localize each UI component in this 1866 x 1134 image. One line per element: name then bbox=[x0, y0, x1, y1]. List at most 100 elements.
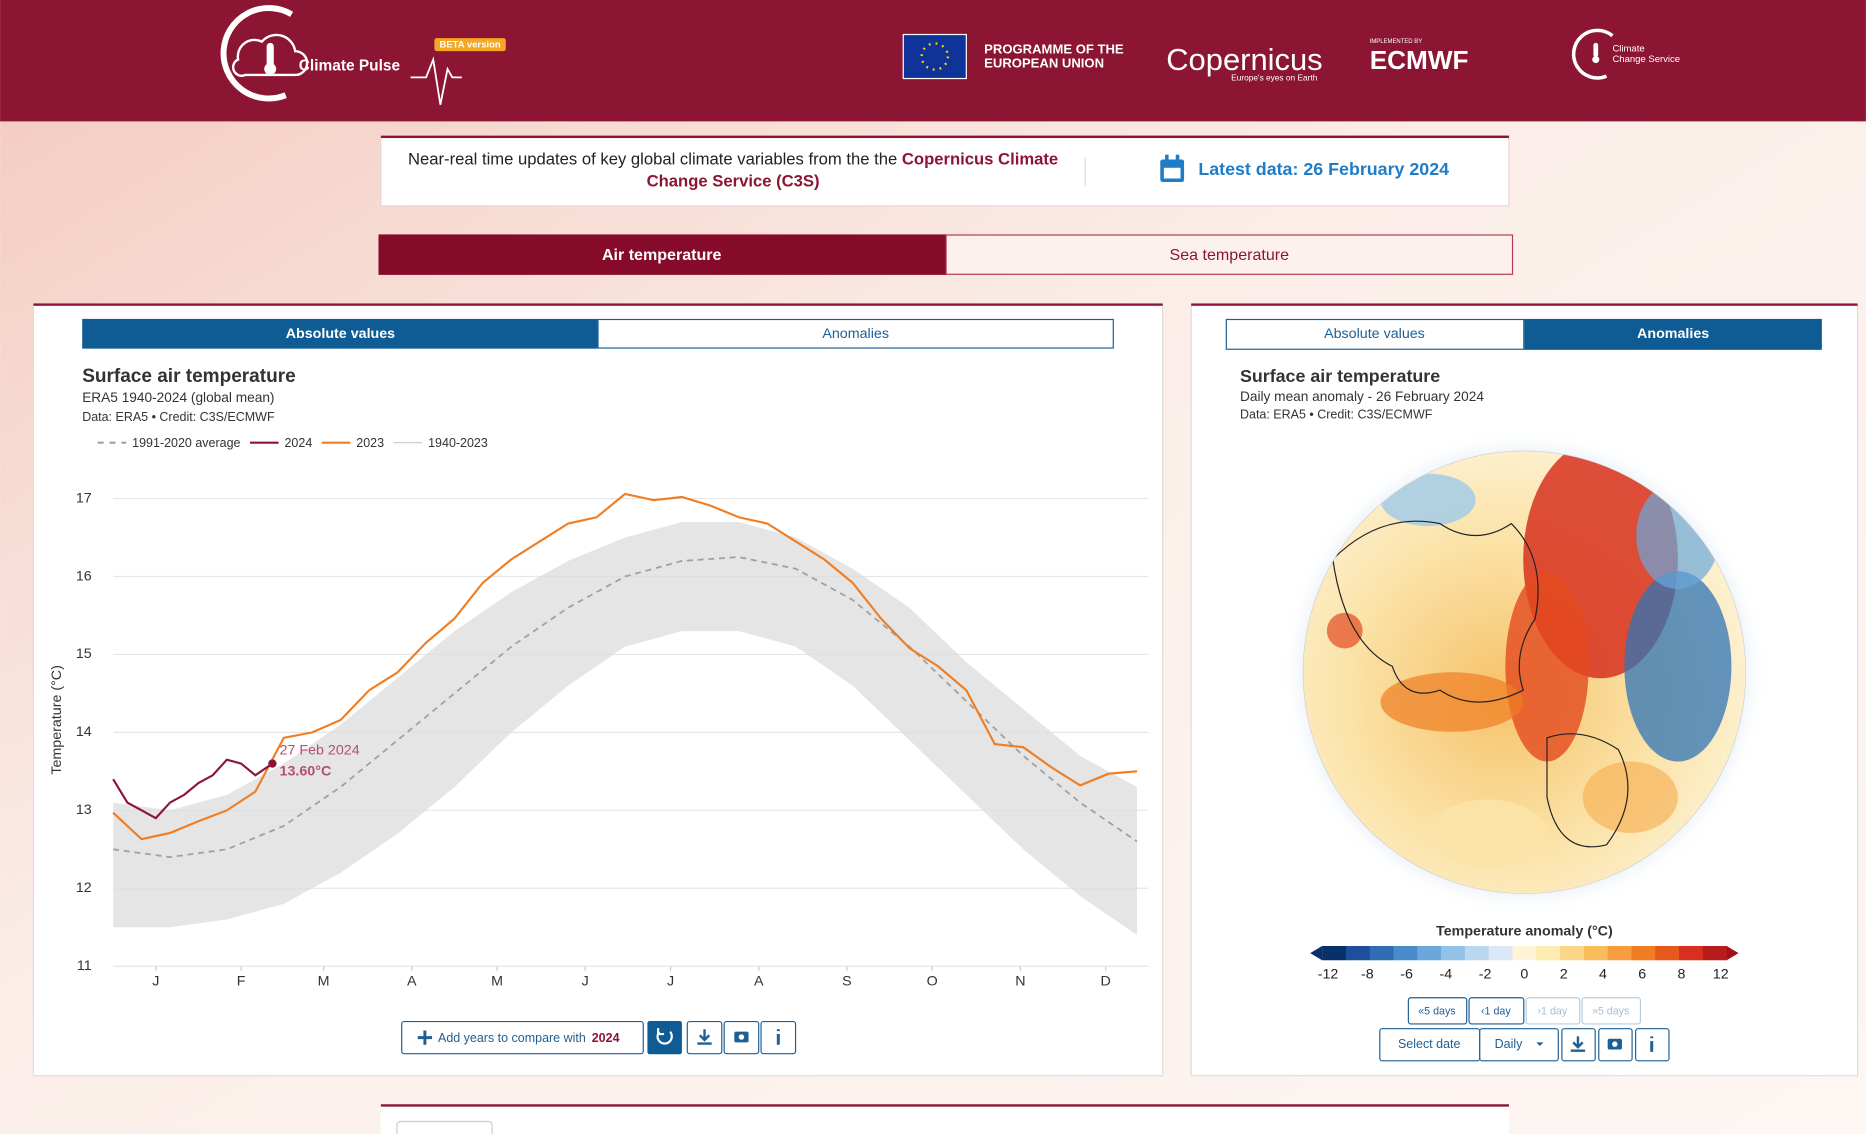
colorbar-bin bbox=[1393, 945, 1418, 961]
ecmwf-logo: IMPLEMENTED BY ECMWF bbox=[1370, 39, 1469, 75]
bottom-box bbox=[396, 1120, 493, 1134]
colorbar-bin bbox=[1369, 945, 1394, 961]
tab-active[interactable] bbox=[378, 234, 947, 275]
intro-border bbox=[380, 135, 1509, 139]
range-band bbox=[113, 521, 1138, 936]
copernicus-text: Copernicus bbox=[1166, 42, 1322, 77]
panel-border bbox=[1191, 303, 1858, 306]
c3s-text: Climate bbox=[1612, 43, 1644, 54]
nav-label[interactable]: ‹1 day bbox=[1481, 1005, 1511, 1017]
colorbar-tick-label: 4 bbox=[1599, 966, 1607, 982]
copernicus-logo: Copernicus Europe's eyes on Earth bbox=[1166, 42, 1322, 83]
legend-label: 1940-2023 bbox=[428, 436, 488, 450]
colorbar-bin bbox=[1607, 945, 1632, 961]
colorbar-bin bbox=[1322, 945, 1347, 961]
colorbar-tick-label: 12 bbox=[1713, 966, 1729, 982]
nav-button[interactable] bbox=[1581, 997, 1642, 1025]
x-tick-label: O bbox=[927, 973, 938, 989]
chart-title: Surface air temperature bbox=[82, 366, 296, 387]
x-tick-label: J bbox=[667, 973, 674, 989]
climate-pulse-logo: Climate Pulse BETA version bbox=[220, 5, 506, 105]
toggle-label[interactable]: Anomalies bbox=[1637, 326, 1709, 342]
colorbar-bin bbox=[1488, 945, 1513, 961]
colorbar-bin bbox=[1417, 945, 1442, 961]
y-tick-label: 16 bbox=[76, 568, 92, 584]
series-line bbox=[112, 758, 274, 820]
nav-button[interactable] bbox=[1407, 997, 1468, 1025]
colorbar-tick-label: 8 bbox=[1677, 966, 1685, 982]
implemented-by: IMPLEMENTED BY bbox=[1370, 39, 1422, 45]
frequency-dropdown[interactable] bbox=[1479, 1028, 1559, 1062]
c3s-text: Change Service bbox=[1612, 54, 1680, 65]
tab-label[interactable]: Air temperature bbox=[602, 246, 722, 264]
colorbar-bin bbox=[1631, 945, 1656, 961]
nav-label[interactable]: «5 days bbox=[1418, 1005, 1455, 1017]
annotation-date: 27 Feb 2024 bbox=[280, 742, 360, 758]
x-tick-label: S bbox=[842, 973, 852, 989]
colorbar-bin bbox=[1345, 945, 1371, 961]
colorbar-label: Temperature anomaly (°C) bbox=[1436, 923, 1613, 939]
toggle[interactable] bbox=[597, 318, 1114, 349]
toggle-label[interactable]: Anomalies bbox=[822, 326, 889, 342]
panel-border bbox=[380, 1104, 1509, 1107]
y-tick-label: 11 bbox=[77, 958, 92, 974]
colorbar-tick-label: 2 bbox=[1560, 966, 1568, 982]
map-credit: Data: ERA5 • Credit: C3S/ECMWF bbox=[1240, 408, 1433, 422]
colorbar-bin bbox=[1536, 945, 1561, 961]
colorbar-tick-label: -2 bbox=[1479, 966, 1492, 982]
logo-text: Climate Pulse bbox=[299, 58, 401, 75]
select-date-label[interactable]: Select date bbox=[1398, 1037, 1461, 1051]
nav-button[interactable] bbox=[1525, 997, 1581, 1025]
legend: 1991-2020 average 2024 2023 1940-2023 bbox=[97, 436, 488, 450]
toggle-active[interactable] bbox=[1524, 318, 1822, 350]
tab[interactable] bbox=[945, 234, 1514, 275]
nav-label[interactable]: »5 days bbox=[1592, 1005, 1629, 1017]
chart-credit: Data: ERA5 • Credit: C3S/ECMWF bbox=[82, 410, 275, 424]
annotation-value: 13.60°C bbox=[280, 764, 332, 780]
colorbar-bin bbox=[1655, 945, 1680, 961]
colorbar-tick-label: -12 bbox=[1318, 966, 1339, 982]
reset-icon bbox=[656, 1028, 673, 1045]
tab-label[interactable]: Sea temperature bbox=[1170, 246, 1290, 264]
bottom-panel bbox=[380, 1104, 1509, 1134]
nav-label[interactable]: ›1 day bbox=[1537, 1005, 1567, 1017]
add-years-label[interactable]: Add years to compare with bbox=[438, 1031, 586, 1045]
colorbar-tick-label: -6 bbox=[1400, 966, 1413, 982]
nav-button[interactable] bbox=[1468, 997, 1525, 1025]
series-line bbox=[112, 492, 1138, 841]
colorbar-bin bbox=[1560, 945, 1585, 961]
toggle-active[interactable] bbox=[82, 318, 598, 349]
globe bbox=[1280, 428, 1769, 917]
intro-link[interactable]: Copernicus Climate bbox=[902, 150, 1058, 169]
date-navigation: «5 days ‹1 day ›1 day »5 days bbox=[1407, 997, 1642, 1025]
download-icon bbox=[697, 1029, 712, 1045]
reset-button[interactable] bbox=[647, 1020, 682, 1055]
colorbar: -12 -8 -6 -4 -2 0 2 4 6 8 12 bbox=[1310, 945, 1739, 982]
colorbar-tick-label: -4 bbox=[1440, 966, 1453, 982]
x-tick-label: A bbox=[407, 973, 417, 989]
frequency-label[interactable]: Daily bbox=[1495, 1037, 1524, 1051]
add-years-label[interactable]: Add years to compare with 2024 bbox=[438, 1031, 620, 1045]
colorbar-tick-label: 6 bbox=[1638, 966, 1646, 982]
ecmwf-text: ECMWF bbox=[1370, 45, 1469, 75]
x-tick-label: J bbox=[582, 973, 589, 989]
plus-icon bbox=[417, 1030, 433, 1045]
latest-data: Latest data: 26 February 2024 bbox=[1198, 159, 1449, 179]
colorbar-bin bbox=[1512, 945, 1537, 961]
toggle-label[interactable]: Absolute values bbox=[286, 326, 395, 342]
compare-year[interactable]: 2024 bbox=[592, 1031, 620, 1045]
toggle[interactable] bbox=[1225, 318, 1525, 350]
y-tick-label: 14 bbox=[76, 724, 92, 740]
copernicus-tagline: Europe's eyes on Earth bbox=[1231, 73, 1318, 83]
intro-link[interactable]: Change Service (C3S) bbox=[647, 171, 820, 190]
beta-badge: BETA version bbox=[440, 40, 501, 51]
add-years-button[interactable] bbox=[401, 1020, 644, 1055]
colorbar-tick-label: 0 bbox=[1520, 966, 1528, 982]
legend-label: 2024 bbox=[285, 436, 313, 450]
c3s-logo: Climate Change Service bbox=[1571, 28, 1680, 80]
intro-bar bbox=[380, 135, 1510, 207]
y-tick-label: 12 bbox=[76, 880, 92, 896]
toggle-label[interactable]: Absolute values bbox=[1324, 326, 1425, 342]
